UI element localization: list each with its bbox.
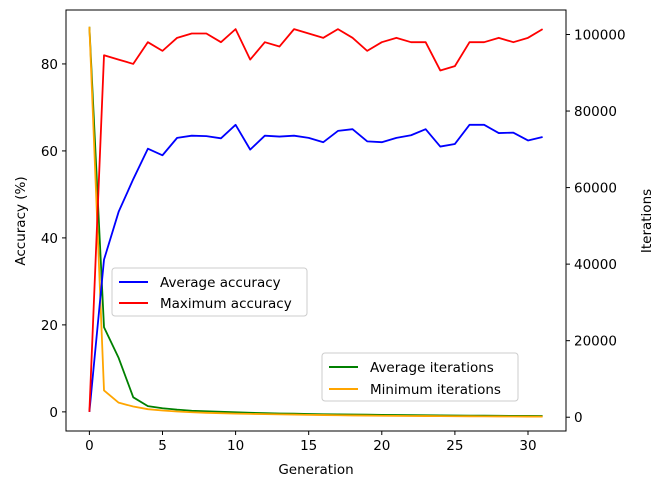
y-left-tick-label: 20 xyxy=(41,318,58,334)
series-line-minimum-iterations xyxy=(88,26,543,418)
legend-iterations: Average iterations Minimum iterations xyxy=(321,352,519,402)
x-tick-label: 10 xyxy=(227,438,244,454)
y-right-tick-label: 80000 xyxy=(574,104,617,120)
x-tick-label: 5 xyxy=(158,438,167,454)
y-right-tick-label: 0 xyxy=(574,410,583,426)
legend-label-average-accuracy: Average accuracy xyxy=(160,275,281,291)
plot-frame xyxy=(65,9,567,432)
y-right-tick-label: 20000 xyxy=(574,334,617,350)
x-tick-label: 30 xyxy=(519,438,536,454)
y-axis-right-label: Iterations xyxy=(639,189,655,253)
x-axis-label: Generation xyxy=(278,462,353,478)
x-tick-label: 25 xyxy=(446,438,463,454)
legend-accuracy-box xyxy=(111,267,308,317)
legend-label-average-iterations: Average iterations xyxy=(370,360,494,376)
y-right-tick-label: 40000 xyxy=(574,257,617,273)
y-left-tick-label: 60 xyxy=(41,144,58,160)
y-right-tick-label: 60000 xyxy=(574,181,617,197)
legend-label-maximum-accuracy: Maximum accuracy xyxy=(160,296,292,312)
y-axis-left-label: Accuracy (%) xyxy=(13,176,29,265)
legend-iterations-box xyxy=(321,352,519,402)
series-line-average-accuracy xyxy=(88,123,543,412)
y-left-tick-label: 0 xyxy=(49,405,58,421)
plot-lines xyxy=(88,26,544,418)
y-left-tick-label: 40 xyxy=(41,231,58,247)
series-line-maximum-accuracy xyxy=(88,28,544,412)
y-right-tick-label: 100000 xyxy=(574,27,626,43)
y-left-tick-label: 80 xyxy=(41,57,58,73)
legend-accuracy: Average accuracy Maximum accuracy xyxy=(111,267,308,317)
axis-ticks: 0 5 10 15 20 25 30 0 20 40 60 80 0 20000 40000 60000 800… xyxy=(41,27,626,454)
x-tick-label: 0 xyxy=(85,438,94,454)
x-tick-label: 20 xyxy=(373,438,390,454)
legend-label-minimum-iterations: Minimum iterations xyxy=(370,382,501,398)
x-tick-label: 15 xyxy=(300,438,317,454)
